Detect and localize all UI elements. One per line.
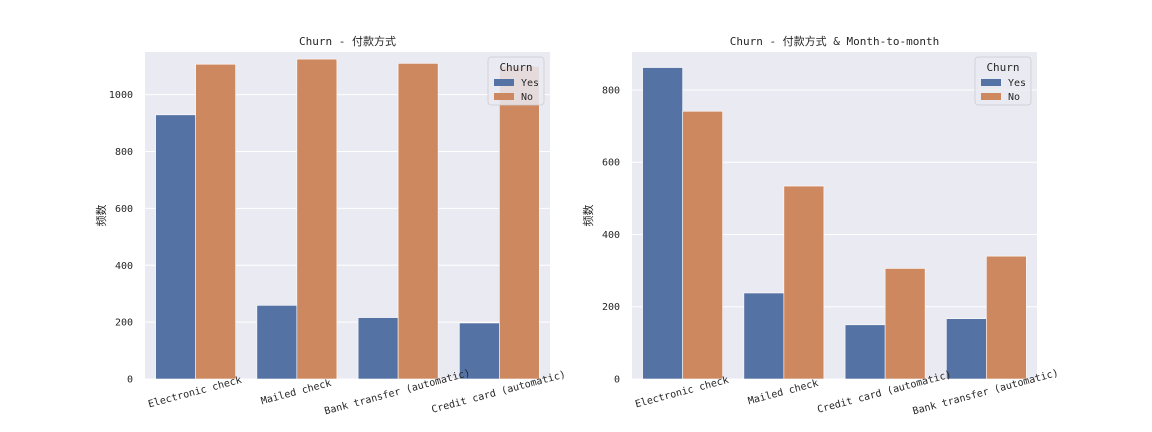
x-tick-label: Electronic check	[634, 375, 730, 411]
y-axis-label: 频数	[581, 205, 595, 227]
chart-title: Churn - 付款方式 & Month-to-month	[730, 34, 940, 48]
bar-no	[195, 63, 236, 380]
legend-title: Churn	[499, 61, 532, 74]
y-tick-label: 0	[127, 375, 133, 386]
bar-yes	[844, 324, 886, 380]
bar-no	[682, 110, 723, 380]
y-tick-label: 200	[602, 302, 620, 313]
legend-swatch-yes	[981, 79, 1001, 86]
bar-no	[397, 63, 439, 380]
y-tick-label: 200	[115, 318, 133, 329]
bar-yes	[642, 67, 683, 380]
y-tick-label: 600	[602, 158, 620, 169]
bar-no	[499, 65, 540, 380]
y-tick-label: 800	[115, 147, 133, 158]
bar-yes	[357, 317, 399, 380]
legend-label: No	[1008, 92, 1020, 103]
legend-label: Yes	[1008, 78, 1026, 89]
bar-yes	[946, 318, 987, 380]
y-tick-label: 400	[602, 230, 620, 241]
y-tick-label: 1000	[109, 90, 133, 101]
legend-swatch-yes	[494, 79, 514, 86]
x-tick-label: Mailed check	[747, 378, 820, 407]
y-tick-label: 600	[115, 204, 133, 215]
bar-yes	[256, 305, 298, 380]
bar-no	[986, 255, 1027, 380]
bar-no	[884, 268, 926, 380]
legend-swatch-no	[494, 93, 514, 100]
legend-swatch-no	[981, 93, 1001, 100]
y-tick-label: 0	[614, 375, 620, 386]
x-tick-label: Electronic check	[147, 375, 243, 411]
y-tick-label: 400	[115, 261, 133, 272]
legend-label: No	[521, 92, 533, 103]
legend-title: Churn	[986, 61, 1019, 74]
chart-title: Churn - 付款方式	[299, 34, 396, 48]
y-tick-label: 800	[602, 85, 620, 96]
bar-no	[296, 58, 338, 380]
bar-no	[783, 185, 825, 380]
legend: Churn Yes No	[974, 56, 1032, 106]
bar-yes	[743, 292, 785, 380]
bar-yes	[155, 114, 196, 380]
legend-label: Yes	[521, 78, 539, 89]
chart-1: 0 200 400 600 800 1000 Electronic check Mailed …	[94, 34, 567, 417]
y-axis-label: 频数	[94, 205, 108, 227]
legend: Churn Yes No	[487, 56, 545, 106]
x-tick-label: Mailed check	[260, 378, 333, 407]
chart-2: 0 200 400 600 800 Electronic check Mailed chec…	[581, 34, 1060, 417]
